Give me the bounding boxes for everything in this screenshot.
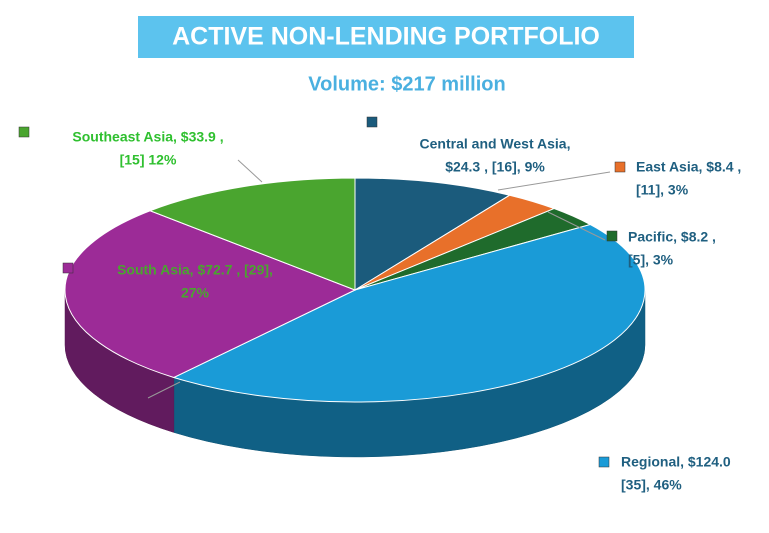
data-label: East Asia, $8.4 ,: [636, 159, 741, 175]
data-label: South Asia, $72.7 , [29],: [117, 262, 273, 278]
leader-line: [497, 171, 611, 191]
data-label: [35], 46%: [621, 477, 682, 493]
pie-slice: [172, 224, 646, 403]
leader-line: [147, 381, 181, 399]
legend-marker: [606, 230, 618, 242]
data-label: Regional, $124.0: [621, 454, 731, 470]
chart-title: ACTIVE NON-LENDING PORTFOLIO: [172, 23, 600, 51]
legend-marker: [62, 262, 74, 274]
pie: [64, 177, 646, 458]
pie-slice: [148, 177, 356, 291]
leader-line: [237, 159, 263, 183]
labels: Central and West Asia, $24.3 , [16], 9% Ea…: [18, 116, 741, 493]
pie-slice: [354, 177, 511, 291]
data-label: [5], 3%: [628, 252, 674, 268]
title-box: [138, 16, 634, 58]
legend-marker: [18, 126, 30, 138]
data-label: Central and West Asia,: [420, 136, 571, 152]
data-label: Southeast Asia, $33.9 ,: [72, 129, 223, 145]
data-label: 27%: [181, 285, 210, 301]
legend-marker: [366, 116, 378, 128]
data-label: Pacific, $8.2 ,: [628, 229, 716, 245]
data-label: [11], 3%: [636, 182, 689, 198]
legend-marker: [614, 161, 626, 173]
legend-marker: [598, 456, 610, 468]
pie-slice: [64, 210, 357, 379]
data-label: $24.3 , [16], 9%: [445, 159, 545, 175]
chart-subtitle: Volume: $217 million: [308, 73, 505, 95]
leader-line: [547, 211, 606, 241]
data-label: [15] 12%: [120, 152, 177, 168]
